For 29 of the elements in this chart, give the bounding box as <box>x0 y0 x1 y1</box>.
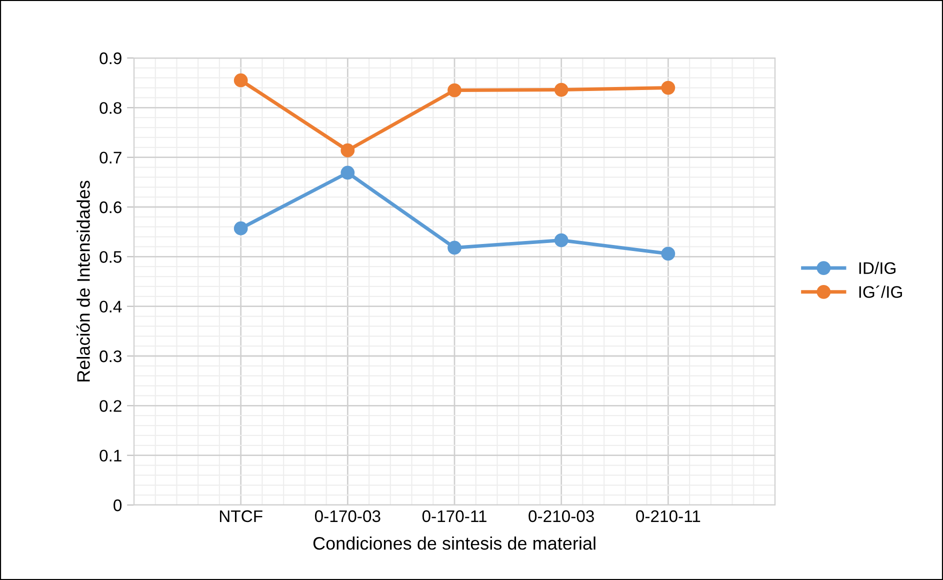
y-tick-label: 0.2 <box>100 400 122 412</box>
legend-label: IG´/IG <box>859 285 902 298</box>
y-tick-label: 0.5 <box>100 251 122 263</box>
x-tick-label: 0-170-11 <box>422 510 486 522</box>
point <box>554 82 568 97</box>
y-tick-label: 0 <box>114 499 122 512</box>
point <box>234 73 248 88</box>
point <box>340 143 355 158</box>
point <box>234 221 248 236</box>
y-tick-label: 0.6 <box>100 201 122 214</box>
y-tick-label: 0.1 <box>100 450 122 462</box>
x-axis-title: Condiciones de sintesis de material <box>313 536 596 550</box>
point <box>661 246 676 261</box>
point <box>448 240 462 255</box>
y-tick-label: 0.4 <box>100 300 122 313</box>
y-tick-label: 0.7 <box>100 152 122 164</box>
x-tick-label: 0-210-03 <box>528 510 594 522</box>
legend-label: ID/IG <box>859 262 896 274</box>
y-axis-title: Relación de Intensidades <box>76 180 90 382</box>
y-tick-label: 0.3 <box>100 350 122 362</box>
x-tick-label: NTCF <box>220 510 262 522</box>
x-tick-label: 0-170-03 <box>314 510 380 522</box>
point <box>554 233 568 248</box>
x-tick-label: 0-210-11 <box>636 510 700 522</box>
point <box>661 80 676 95</box>
y-tick-label: 0.8 <box>100 102 122 114</box>
point <box>340 166 355 180</box>
point <box>448 83 462 98</box>
y-tick-label: 0.9 <box>100 52 122 64</box>
